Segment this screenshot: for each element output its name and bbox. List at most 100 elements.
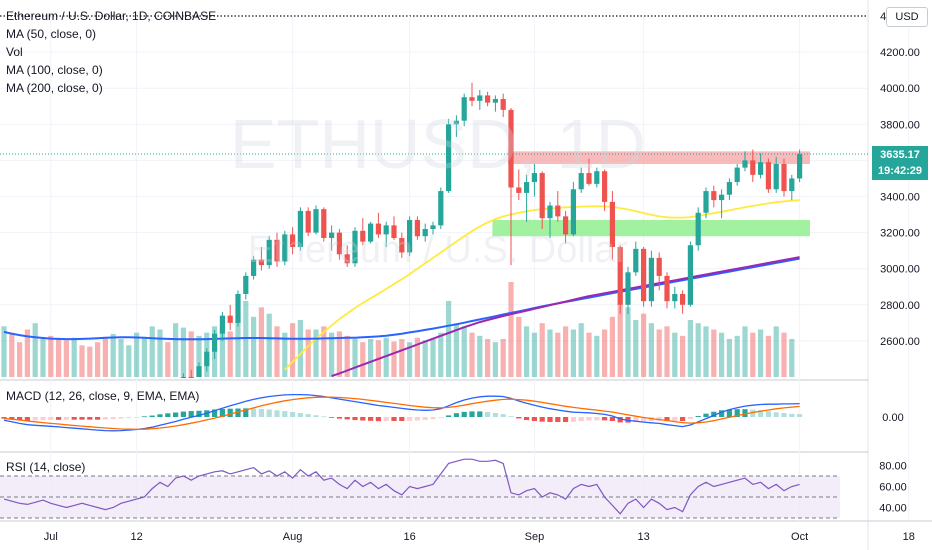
candle-body[interactable] <box>407 219 413 253</box>
candle-body[interactable] <box>625 272 631 305</box>
candle-body[interactable] <box>477 95 483 101</box>
candle-body[interactable] <box>219 315 225 334</box>
candle-body[interactable] <box>227 315 233 323</box>
candle-body[interactable] <box>453 120 459 125</box>
candle-body[interactable] <box>547 205 553 219</box>
legend-ma200[interactable]: MA (200, close, 0) <box>6 81 103 95</box>
candle-body[interactable] <box>329 232 335 239</box>
candle-body[interactable] <box>336 232 342 255</box>
candle-body[interactable] <box>687 245 693 305</box>
chart-title[interactable]: Ethereum / U.S. Dollar, 1D, COINBASE <box>6 9 217 23</box>
candle-body[interactable] <box>399 238 405 253</box>
candle-body[interactable] <box>656 257 662 276</box>
candle-body[interactable] <box>789 178 795 192</box>
candle-body[interactable] <box>797 154 803 179</box>
candle-body[interactable] <box>609 201 615 248</box>
candle-body[interactable] <box>243 275 249 294</box>
candle-body[interactable] <box>570 189 576 235</box>
candle-body[interactable] <box>321 209 327 239</box>
candle-body[interactable] <box>734 167 740 183</box>
candle-body[interactable] <box>266 239 272 266</box>
legend-vol[interactable]: Vol <box>6 45 23 59</box>
candle-body[interactable] <box>765 162 771 190</box>
candle-body[interactable] <box>180 377 186 378</box>
candle-body[interactable] <box>508 109 514 188</box>
candle-body[interactable] <box>531 173 537 183</box>
candle-body[interactable] <box>383 225 389 235</box>
currency-badge[interactable]: USD <box>886 7 928 27</box>
volume-bar <box>734 335 740 377</box>
candle-body[interactable] <box>617 247 623 305</box>
candle-body[interactable] <box>438 191 444 226</box>
candle-body[interactable] <box>297 210 303 248</box>
candle-body[interactable] <box>500 99 506 110</box>
candle-body[interactable] <box>680 293 686 305</box>
macd-label[interactable]: MACD (12, 26, close, 9, EMA, EMA) <box>6 389 200 403</box>
candle-body[interactable] <box>446 124 452 192</box>
candle-body[interactable] <box>648 257 654 302</box>
candle-body[interactable] <box>539 173 545 219</box>
volume-bar <box>492 342 498 377</box>
candle-body[interactable] <box>516 187 522 193</box>
candle-body[interactable] <box>750 160 756 175</box>
candle-body[interactable] <box>641 248 647 302</box>
candle-body[interactable] <box>586 173 592 184</box>
candle-body[interactable] <box>742 160 748 168</box>
candle-body[interactable] <box>258 259 264 266</box>
candle-body[interactable] <box>274 239 280 262</box>
candle-body[interactable] <box>492 99 498 103</box>
candle-body[interactable] <box>375 223 381 235</box>
candle-body[interactable] <box>563 216 569 235</box>
candle-body[interactable] <box>204 351 210 367</box>
candlesticks[interactable] <box>180 82 803 378</box>
candle-body[interactable] <box>251 259 257 276</box>
candle-body[interactable] <box>594 171 600 184</box>
candle-body[interactable] <box>578 173 584 190</box>
candle-body[interactable] <box>773 164 779 190</box>
candle-body[interactable] <box>719 194 725 201</box>
candle-body[interactable] <box>485 95 491 103</box>
volume-bar <box>711 329 717 377</box>
macd-pane[interactable] <box>1 393 803 432</box>
macd-histogram-bar <box>399 417 405 421</box>
candle-body[interactable] <box>391 225 397 239</box>
candle-body[interactable] <box>290 234 296 248</box>
candle-body[interactable] <box>360 230 366 242</box>
candle-body[interactable] <box>703 191 709 213</box>
candle-body[interactable] <box>430 225 436 229</box>
price-tick-label: 2600.00 <box>880 336 920 348</box>
macd-histogram-bar <box>414 417 420 421</box>
candle-body[interactable] <box>602 171 608 202</box>
candle-body[interactable] <box>305 210 311 233</box>
candle-body[interactable] <box>555 205 561 217</box>
candle-body[interactable] <box>282 234 288 262</box>
candle-body[interactable] <box>344 254 350 264</box>
candle-body[interactable] <box>368 223 374 242</box>
candle-body[interactable] <box>196 366 202 377</box>
candle-body[interactable] <box>781 164 787 192</box>
rsi-label[interactable]: RSI (14, close) <box>6 460 86 474</box>
candle-body[interactable] <box>422 228 428 237</box>
candle-body[interactable] <box>524 182 530 193</box>
volume-bar <box>227 331 233 377</box>
candle-body[interactable] <box>188 377 194 378</box>
candle-body[interactable] <box>633 248 639 273</box>
candle-body[interactable] <box>758 162 764 175</box>
candle-body[interactable] <box>664 275 670 302</box>
candle-body[interactable] <box>313 209 319 233</box>
candle-body[interactable] <box>235 293 241 323</box>
candle-body[interactable] <box>695 212 701 246</box>
candle-body[interactable] <box>469 97 475 101</box>
rsi-pane[interactable] <box>0 458 840 519</box>
volume-bar <box>461 326 467 377</box>
legend-ma50[interactable]: MA (50, close, 0) <box>6 27 97 41</box>
candle-body[interactable] <box>414 219 420 237</box>
legend-ma100[interactable]: MA (100, close, 0) <box>6 63 103 77</box>
candle-body[interactable] <box>212 333 218 352</box>
candle-body[interactable] <box>352 230 358 264</box>
candle-body[interactable] <box>726 182 732 195</box>
candle-body[interactable] <box>711 191 717 201</box>
candle-body[interactable] <box>461 97 467 121</box>
candle-body[interactable] <box>672 293 678 302</box>
